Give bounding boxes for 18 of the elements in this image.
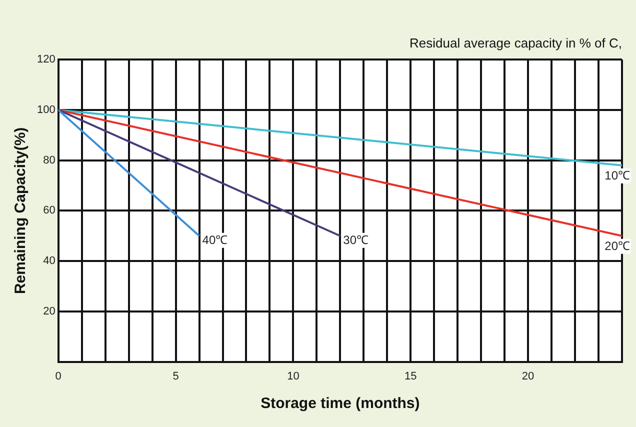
x-axis-title: Storage time (months) — [260, 395, 420, 412]
series-label: 20℃ — [604, 239, 630, 254]
y-tick-label: 80 — [43, 154, 56, 166]
x-tick-label: 20 — [522, 370, 534, 382]
x-tick-label: 10 — [287, 370, 300, 382]
y-tick-label: 100 — [36, 104, 56, 116]
x-tick-label: 15 — [404, 370, 417, 382]
y-tick-label: 60 — [43, 204, 56, 217]
x-tick-label: 5 — [172, 370, 179, 382]
series-label: 30℃ — [343, 233, 369, 248]
chart-title: Residual average capacity in % of C, — [410, 35, 622, 50]
series-label: 10℃ — [604, 168, 630, 183]
series-label: 40℃ — [202, 233, 228, 248]
y-tick-label: 20 — [43, 305, 56, 318]
y-tick-label: 40 — [43, 255, 56, 268]
y-tick-label: 120 — [36, 54, 56, 66]
x-tick-label: 0 — [55, 370, 62, 382]
y-axis-title: Remaining Capacity(%) — [12, 127, 30, 294]
